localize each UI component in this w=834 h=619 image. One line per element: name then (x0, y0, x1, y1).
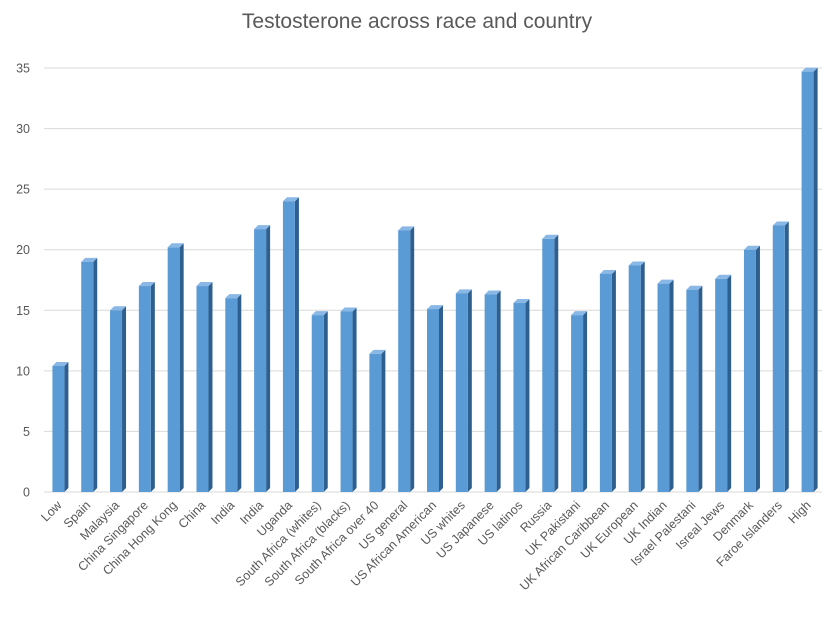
x-tick-label: India (208, 498, 237, 527)
x-tick-label: High (786, 498, 814, 526)
bar (52, 362, 69, 492)
y-tick-label: 0 (23, 486, 30, 500)
bar (110, 306, 127, 492)
bar (398, 226, 415, 493)
y-tick-label: 15 (16, 304, 30, 318)
bar (196, 282, 213, 492)
bar (513, 299, 530, 492)
y-tick-label: 25 (16, 183, 30, 197)
bar (282, 197, 299, 492)
bar (686, 285, 703, 492)
x-tick-label: China (176, 498, 209, 531)
bar (715, 274, 732, 492)
bar (542, 234, 559, 492)
bar (311, 311, 328, 492)
bar (743, 245, 760, 492)
y-tick-label: 35 (16, 62, 30, 76)
bar (571, 311, 588, 492)
bar (369, 349, 386, 492)
y-tick-label: 20 (16, 243, 30, 257)
y-tick-label: 30 (16, 122, 30, 136)
bar (772, 221, 789, 492)
bar (254, 225, 271, 492)
bar (801, 67, 818, 493)
bar (138, 282, 155, 492)
bar (81, 257, 98, 492)
y-tick-label: 5 (23, 425, 30, 439)
bar (599, 269, 616, 492)
chart-title: Testosterone across race and country (241, 10, 593, 33)
y-axis-ticks: 0 5 10 15 20 25 30 35 (16, 62, 30, 500)
bar (628, 261, 645, 492)
bar (455, 289, 472, 492)
y-tick-label: 10 (16, 364, 30, 378)
bar (340, 307, 357, 492)
bar (225, 294, 242, 492)
bar (427, 305, 443, 492)
bar (657, 279, 674, 492)
bar (484, 290, 501, 492)
bar (167, 243, 184, 492)
bars (52, 67, 818, 493)
